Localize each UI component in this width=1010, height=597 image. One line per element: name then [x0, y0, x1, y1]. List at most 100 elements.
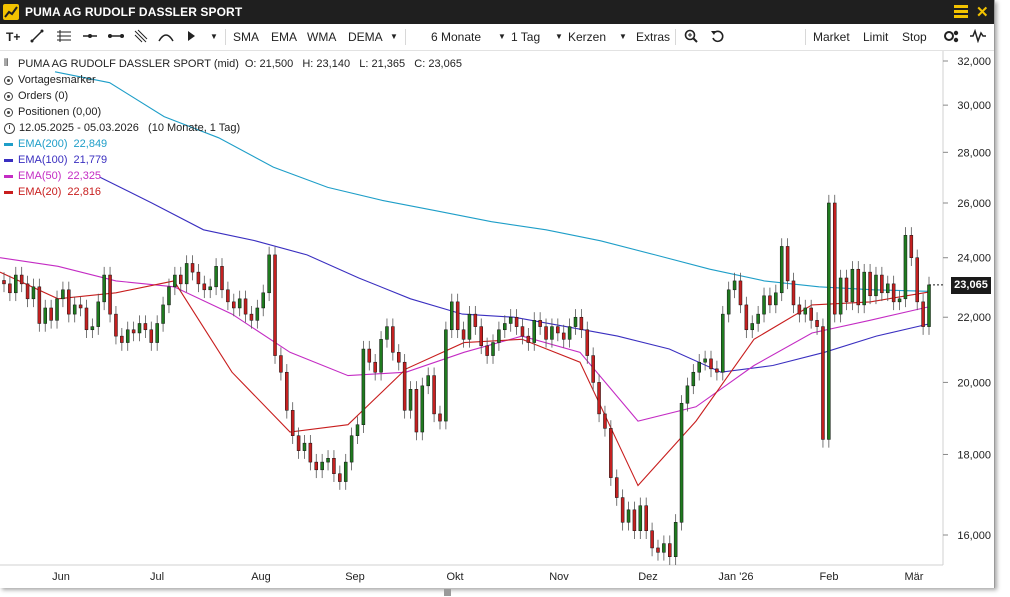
- candle-body: [709, 358, 713, 370]
- price-chart[interactable]: 16,000 18,000 20,000 22,000 24,000 26,000 28,0…: [0, 51, 994, 588]
- candle-body: [414, 389, 419, 433]
- hamburger-menu-icon[interactable]: [954, 5, 968, 18]
- chart-canvas[interactable]: 16,000 18,000 20,000 22,000 24,000 26,000 28,0…: [0, 51, 994, 588]
- y-tick-label: 32,000: [957, 56, 991, 68]
- candle-body: [314, 461, 319, 471]
- x-tick-label: Feb: [820, 571, 839, 583]
- ray-tool-icon[interactable]: [107, 29, 125, 45]
- candle-body: [114, 313, 118, 337]
- line-swatch-icon: [4, 174, 13, 178]
- candle-body: [25, 283, 30, 300]
- channel-tool-icon[interactable]: [134, 29, 148, 45]
- close-icon[interactable]: ✕: [976, 4, 989, 21]
- indicator-sma-button[interactable]: SMA: [233, 30, 260, 44]
- y-tick-label: 16,000: [957, 530, 991, 542]
- period-select[interactable]: 6 Monate: [431, 30, 482, 44]
- candle-body: [220, 266, 224, 291]
- candle-body: [850, 268, 855, 303]
- zoom-icon[interactable]: [684, 29, 698, 45]
- candle-body: [261, 292, 265, 309]
- candle-body: [880, 274, 884, 294]
- interval-select[interactable]: 1 Tag: [511, 30, 541, 44]
- period-dropdown-icon[interactable]: ▼: [498, 32, 506, 41]
- legend-ema100-label: EMA(100): [18, 154, 68, 166]
- candle-body: [232, 301, 236, 309]
- indicator-ema-button[interactable]: EMA: [271, 30, 298, 44]
- candle-body: [815, 320, 819, 327]
- text-tool-button[interactable]: T+: [6, 30, 21, 44]
- candle-body: [61, 289, 65, 300]
- candle-body: [544, 326, 548, 340]
- candle-body: [326, 458, 330, 463]
- indicators-dropdown-icon[interactable]: ▼: [390, 32, 398, 41]
- legend-instrument-row: ⫴ PUMA AG RUDOLF DASSLER SPORT (mid) O: …: [4, 56, 462, 72]
- cursor-tool-icon[interactable]: [186, 29, 196, 45]
- candle-body: [78, 304, 83, 309]
- candle-body: [343, 461, 348, 482]
- candle-body: [90, 326, 95, 331]
- chart-window: PUMA AG RUDOLF DASSLER SPORT ✕ T+ ▼ SMA …: [0, 0, 995, 588]
- candle-body: [285, 371, 289, 411]
- candle-body: [903, 235, 908, 300]
- candle-body: [632, 509, 637, 531]
- chart-type-select[interactable]: Kerzen: [568, 30, 607, 44]
- candle-body: [750, 323, 754, 331]
- legend-vortagesmarker-row[interactable]: Vortagesmarker: [4, 72, 462, 88]
- legend-ema200-row[interactable]: EMA(200) 22,849: [4, 136, 462, 152]
- candle-body: [691, 371, 696, 387]
- candle-body: [179, 274, 183, 285]
- legend-ema100-row[interactable]: EMA(100) 21,779: [4, 152, 462, 168]
- ema-line-ema20: [0, 271, 929, 487]
- candle-body: [785, 246, 790, 282]
- candle-body: [673, 522, 678, 557]
- candle-body: [67, 289, 71, 315]
- candle-body: [367, 348, 372, 363]
- legend-orders-row[interactable]: Orders (0): [4, 88, 462, 104]
- line-tool-icon[interactable]: [30, 29, 44, 45]
- candle-body: [591, 355, 595, 383]
- curve-tool-icon[interactable]: [158, 29, 174, 45]
- candle-body: [31, 286, 36, 300]
- candle-body: [638, 505, 643, 531]
- y-tick-label: 20,000: [957, 377, 991, 389]
- market-order-button[interactable]: Market: [813, 30, 850, 44]
- legend-ema200-value: 22,849: [73, 138, 108, 150]
- chart-type-dropdown-icon[interactable]: ▼: [619, 32, 627, 41]
- x-tick-label: Okt: [446, 571, 463, 583]
- candle-body: [503, 323, 507, 331]
- legend-positions-row[interactable]: Positionen (0,00): [4, 104, 462, 120]
- candle-body: [614, 477, 619, 498]
- extras-menu[interactable]: Extras: [636, 30, 671, 44]
- limit-order-button[interactable]: Limit: [863, 30, 889, 44]
- candle-body: [72, 304, 77, 315]
- candle-body: [455, 301, 460, 331]
- line-swatch-icon: [4, 158, 13, 162]
- horizontal-line-tool-icon[interactable]: [82, 29, 98, 45]
- candle-body: [102, 274, 106, 303]
- y-tick-label: 30,000: [957, 100, 991, 112]
- interval-dropdown-icon[interactable]: ▼: [555, 32, 563, 41]
- undo-icon[interactable]: [710, 29, 724, 45]
- fibonacci-tool-icon[interactable]: [56, 29, 72, 45]
- candle-body: [744, 304, 749, 331]
- candle-body: [420, 385, 425, 433]
- x-tick-label: Jul: [150, 571, 164, 583]
- candle-body: [650, 530, 654, 549]
- indicator-dema-button[interactable]: DEMA: [348, 30, 383, 44]
- legend-ema50-row[interactable]: EMA(50) 22,325: [4, 168, 462, 184]
- settings-icon[interactable]: [944, 29, 960, 45]
- stop-order-button[interactable]: Stop: [902, 30, 927, 44]
- legend-ema20-row[interactable]: EMA(20) 22,816: [4, 184, 462, 200]
- draw-tools-dropdown-icon[interactable]: ▼: [210, 32, 218, 41]
- candle-body: [862, 271, 866, 306]
- candle-body: [55, 298, 59, 321]
- candle-body: [897, 298, 902, 303]
- indicator-wma-button[interactable]: WMA: [307, 30, 337, 44]
- candle-body: [603, 413, 607, 429]
- candle-body: [408, 389, 413, 411]
- candle-body: [868, 271, 872, 297]
- candle-body: [927, 284, 931, 327]
- resize-handle[interactable]: [444, 589, 451, 596]
- waveform-icon[interactable]: [969, 28, 987, 45]
- candle-body: [508, 316, 513, 324]
